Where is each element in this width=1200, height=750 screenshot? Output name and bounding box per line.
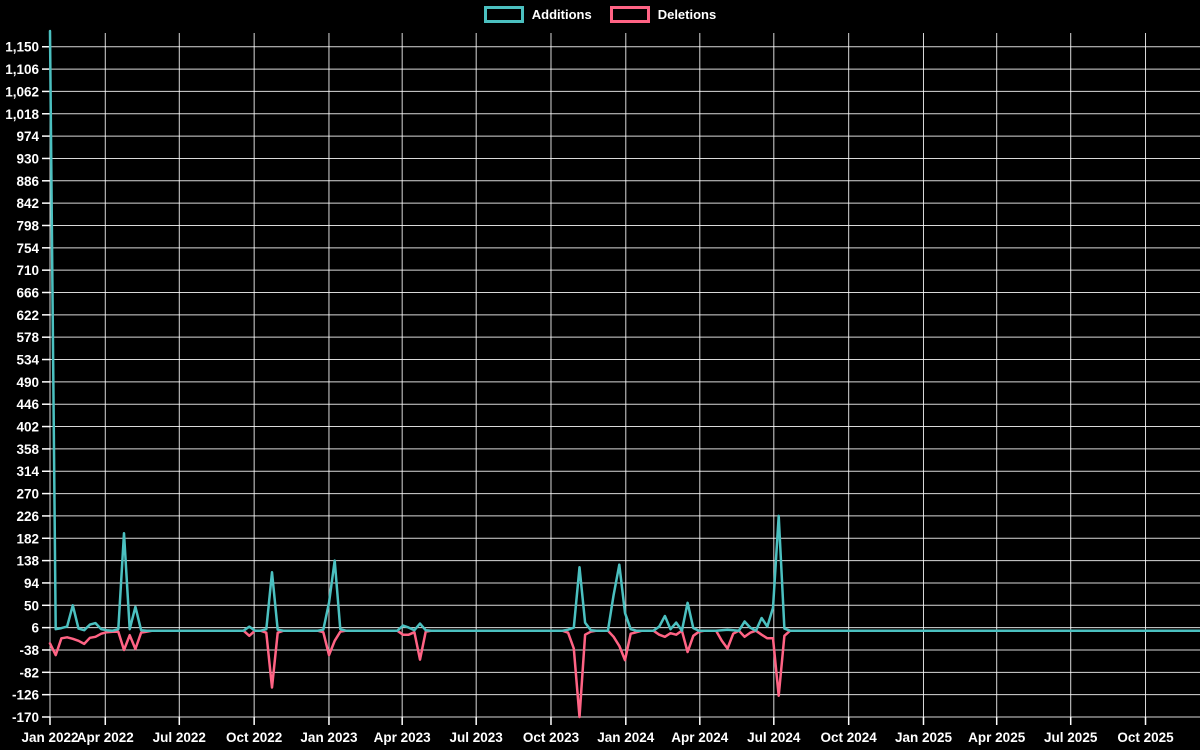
svg-text:Oct 2023: Oct 2023 [523, 730, 580, 745]
svg-text:-170: -170 [12, 710, 39, 725]
svg-text:226: 226 [16, 509, 39, 524]
legend-label-additions: Additions [531, 7, 592, 22]
svg-text:Jul 2025: Jul 2025 [1044, 730, 1098, 745]
additions-swatch-icon [483, 6, 524, 23]
svg-text:Jan 2022: Jan 2022 [21, 730, 78, 745]
svg-text:578: 578 [16, 330, 39, 345]
svg-text:270: 270 [16, 487, 39, 502]
svg-text:930: 930 [16, 151, 39, 166]
svg-text:1,106: 1,106 [5, 62, 39, 77]
svg-text:446: 446 [16, 397, 39, 412]
svg-text:Oct 2022: Oct 2022 [226, 730, 282, 745]
y-grid-and-labels: 1,150 1,106 1,062 1,018 974 930 886 842 798 754 71… [5, 40, 1200, 725]
svg-text:Jul 2022: Jul 2022 [153, 730, 206, 745]
svg-text:Oct 2024: Oct 2024 [821, 730, 878, 745]
svg-text:Jan 2023: Jan 2023 [300, 730, 358, 745]
svg-text:-82: -82 [19, 665, 39, 680]
svg-text:1,062: 1,062 [5, 84, 39, 99]
legend-item-deletions[interactable]: Deletions [609, 6, 717, 23]
svg-text:Jul 2023: Jul 2023 [450, 730, 504, 745]
additions-line [48, 29, 1200, 632]
svg-text:-126: -126 [12, 688, 40, 703]
svg-text:402: 402 [16, 420, 39, 435]
svg-text:182: 182 [16, 531, 39, 546]
svg-text:974: 974 [16, 129, 39, 144]
svg-text:Apr 2023: Apr 2023 [374, 730, 432, 745]
svg-text:314: 314 [16, 464, 39, 479]
svg-text:94: 94 [24, 576, 40, 591]
chart-legend: Additions Deletions [0, 6, 1200, 23]
svg-text:1,018: 1,018 [5, 107, 39, 122]
svg-text:886: 886 [16, 174, 39, 189]
svg-text:6: 6 [31, 621, 39, 636]
deletions-swatch-icon [609, 6, 650, 23]
svg-text:710: 710 [16, 263, 39, 278]
svg-text:1,150: 1,150 [5, 40, 39, 55]
svg-text:534: 534 [16, 353, 39, 368]
svg-text:Apr 2024: Apr 2024 [671, 730, 729, 745]
legend-label-deletions: Deletions [657, 7, 717, 22]
svg-text:490: 490 [16, 375, 39, 390]
svg-text:138: 138 [16, 554, 39, 569]
svg-text:Apr 2025: Apr 2025 [968, 730, 1026, 745]
svg-text:50: 50 [24, 598, 39, 613]
svg-text:Oct 2025: Oct 2025 [1117, 730, 1174, 745]
svg-text:798: 798 [16, 218, 39, 233]
svg-text:-38: -38 [19, 643, 39, 658]
svg-text:842: 842 [16, 196, 39, 211]
svg-text:Jan 2024: Jan 2024 [597, 730, 655, 745]
svg-text:622: 622 [16, 308, 39, 323]
svg-text:754: 754 [16, 241, 39, 256]
svg-text:Apr 2022: Apr 2022 [77, 730, 134, 745]
deletions-line [48, 629, 1200, 719]
legend-item-additions[interactable]: Additions [483, 6, 592, 23]
svg-text:Jan 2025: Jan 2025 [895, 730, 953, 745]
svg-text:666: 666 [16, 286, 39, 301]
svg-text:358: 358 [16, 442, 39, 457]
svg-text:Jul 2024: Jul 2024 [747, 730, 801, 745]
